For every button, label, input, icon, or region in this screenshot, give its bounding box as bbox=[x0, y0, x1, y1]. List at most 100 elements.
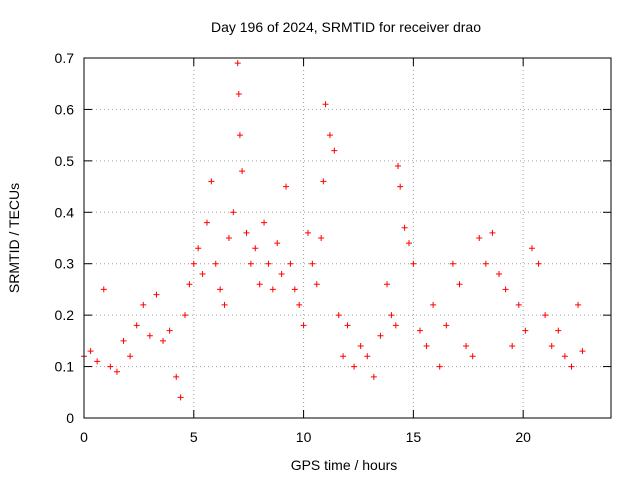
data-point bbox=[318, 235, 325, 241]
tick-labels: 0 0.1 0.2 0.3 0.4 0.5 0.6 0.7 0 5 10 15 20 bbox=[55, 50, 532, 445]
data-point bbox=[476, 235, 483, 241]
data-point bbox=[322, 101, 329, 108]
data-point bbox=[388, 312, 395, 319]
y-axis-label: SRMTID / TECUs bbox=[6, 183, 22, 293]
data-point bbox=[261, 219, 268, 226]
data-point bbox=[234, 60, 241, 67]
data-point bbox=[351, 363, 358, 370]
data-point bbox=[217, 286, 224, 293]
data-point bbox=[568, 363, 575, 370]
data-point bbox=[535, 260, 542, 267]
data-point bbox=[456, 281, 463, 288]
data-point bbox=[392, 322, 399, 329]
data-point bbox=[195, 245, 202, 252]
data-point bbox=[146, 332, 153, 339]
data-point bbox=[300, 322, 307, 329]
y-tick-label: 0.5 bbox=[55, 153, 75, 169]
data-point bbox=[287, 260, 294, 267]
data-point bbox=[160, 337, 167, 344]
data-point bbox=[423, 343, 430, 349]
y-tick-label: 0.6 bbox=[55, 101, 75, 117]
data-point bbox=[515, 301, 522, 308]
data-point bbox=[377, 332, 384, 339]
data-point bbox=[283, 183, 290, 190]
chart-title: Day 196 of 2024, SRMTID for receiver dra… bbox=[211, 19, 481, 35]
data-point bbox=[186, 281, 193, 288]
data-point bbox=[296, 301, 303, 308]
y-tick-label: 0.3 bbox=[55, 256, 75, 272]
data-point bbox=[395, 163, 402, 169]
data-point bbox=[153, 291, 160, 298]
data-point bbox=[247, 260, 254, 267]
data-point bbox=[120, 337, 127, 344]
data-point bbox=[274, 240, 281, 247]
data-point bbox=[397, 183, 404, 190]
y-tick-label: 0.4 bbox=[55, 204, 75, 220]
data-point bbox=[94, 358, 101, 365]
data-point bbox=[443, 322, 450, 329]
grid-lines bbox=[84, 58, 611, 418]
data-point bbox=[221, 301, 228, 308]
data-point bbox=[133, 322, 140, 329]
data-point bbox=[364, 353, 371, 360]
data-point bbox=[410, 260, 417, 267]
data-point bbox=[357, 343, 364, 349]
data-point bbox=[575, 301, 582, 308]
data-point bbox=[107, 363, 114, 370]
data-point bbox=[416, 327, 423, 334]
data-point bbox=[291, 286, 298, 293]
data-point bbox=[243, 229, 250, 236]
data-point bbox=[127, 353, 134, 360]
data-point bbox=[173, 373, 180, 380]
data-point bbox=[304, 229, 311, 236]
data-point bbox=[182, 312, 189, 319]
data-point bbox=[469, 353, 476, 360]
data-point bbox=[256, 281, 263, 288]
x-tick-label: 20 bbox=[515, 429, 531, 445]
data-point bbox=[236, 132, 243, 139]
data-point bbox=[384, 281, 391, 288]
data-point bbox=[87, 348, 94, 355]
data-point bbox=[190, 260, 197, 267]
data-point bbox=[199, 271, 206, 277]
x-tick-label: 5 bbox=[190, 429, 198, 445]
data-point bbox=[203, 219, 210, 226]
data-point bbox=[528, 245, 535, 252]
data-point bbox=[113, 368, 120, 375]
data-points bbox=[81, 60, 586, 401]
data-point bbox=[320, 178, 327, 185]
data-point bbox=[509, 343, 516, 349]
data-point bbox=[344, 322, 351, 329]
data-point bbox=[309, 260, 316, 267]
data-point bbox=[212, 260, 219, 267]
plot-frame bbox=[83, 57, 612, 419]
data-point bbox=[436, 363, 443, 370]
data-point bbox=[405, 240, 412, 247]
data-point bbox=[100, 286, 107, 293]
data-point bbox=[177, 394, 184, 401]
data-point bbox=[496, 271, 503, 277]
data-point bbox=[252, 245, 259, 252]
x-tick-label: 0 bbox=[80, 429, 88, 445]
data-point bbox=[449, 260, 456, 267]
data-point bbox=[239, 168, 246, 175]
data-point bbox=[326, 132, 333, 139]
data-point bbox=[340, 353, 347, 360]
data-point bbox=[230, 209, 237, 216]
data-point bbox=[502, 286, 509, 293]
x-tick-label: 10 bbox=[296, 429, 312, 445]
data-point bbox=[335, 312, 342, 319]
data-point bbox=[522, 327, 529, 334]
data-point bbox=[489, 229, 496, 236]
data-point bbox=[265, 260, 272, 267]
data-point bbox=[463, 343, 470, 349]
data-point bbox=[548, 343, 555, 349]
tick-marks bbox=[83, 57, 611, 419]
data-point bbox=[370, 373, 377, 380]
data-point bbox=[140, 301, 147, 308]
data-point bbox=[482, 260, 489, 267]
y-tick-label: 0.7 bbox=[55, 50, 75, 66]
data-point bbox=[278, 271, 285, 277]
data-point bbox=[208, 178, 215, 185]
